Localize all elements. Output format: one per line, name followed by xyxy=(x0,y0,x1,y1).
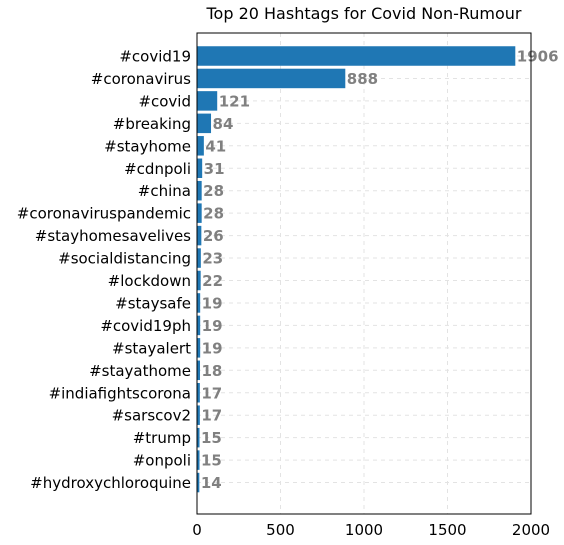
bars xyxy=(197,46,516,493)
chart-title: Top 20 Hashtags for Covid Non-Rumour xyxy=(205,4,521,23)
bar xyxy=(197,472,200,493)
y-tick-label: #hydroxychloroquine xyxy=(30,474,191,492)
x-tick-label: 500 xyxy=(266,521,295,539)
value-label: 888 xyxy=(347,70,378,88)
y-tick-label: #cdnpoli xyxy=(124,160,191,178)
y-tick-label: #stayhomesavelives xyxy=(35,227,191,245)
plot-frame xyxy=(196,32,532,515)
y-tick-label: #coronavirus xyxy=(91,70,191,88)
value-label: 19 xyxy=(202,317,223,335)
bar xyxy=(197,46,516,66)
y-tick-label: #coronaviruspandemic xyxy=(17,205,191,223)
value-label: 19 xyxy=(202,294,223,312)
bar xyxy=(197,427,200,448)
bar xyxy=(197,293,201,313)
bar xyxy=(197,136,204,156)
value-label: 19 xyxy=(202,339,223,357)
value-label: 31 xyxy=(204,160,225,178)
bar xyxy=(197,315,201,336)
value-label: 17 xyxy=(201,407,222,425)
y-tick-label: #covid xyxy=(138,92,191,110)
bar xyxy=(197,113,212,134)
bar xyxy=(197,360,201,381)
value-label: 28 xyxy=(203,182,224,200)
value-label: 84 xyxy=(213,115,234,133)
value-label: 28 xyxy=(203,205,224,223)
x-tick-label: 2000 xyxy=(512,521,550,539)
y-tick-label: #indiafightscorona xyxy=(49,384,191,402)
y-tick-label: #stayhome xyxy=(104,137,191,155)
value-label: 22 xyxy=(202,272,223,290)
x-tick-label: 1000 xyxy=(345,521,383,539)
y-tick-label: #covid19ph xyxy=(100,317,191,335)
bar xyxy=(197,158,203,178)
bar xyxy=(197,450,200,470)
value-label: 18 xyxy=(202,362,223,380)
value-label: 121 xyxy=(219,92,250,110)
bar xyxy=(197,225,202,246)
bar xyxy=(197,91,218,111)
y-tick-label: #socialdistancing xyxy=(58,250,191,268)
y-tick-label: #lockdown xyxy=(108,272,191,290)
y-tick-label: #breaking xyxy=(113,115,191,133)
x-tick-label: 0 xyxy=(192,521,202,539)
value-label: 14 xyxy=(201,474,222,492)
y-tick-label: #staysafe xyxy=(115,294,191,312)
bar xyxy=(197,405,200,425)
y-tick-label: #sarscov2 xyxy=(112,407,191,425)
bar xyxy=(197,203,202,223)
bar xyxy=(197,270,201,291)
bar xyxy=(197,68,346,89)
y-tick-label: #stayathome xyxy=(89,362,191,380)
data-labels: 1906 888 121 84 41 31 28 28 26 23 22 19 19 19 18 17 17 15… xyxy=(201,48,559,493)
value-label: 17 xyxy=(201,384,222,402)
y-tick-label: #covid19 xyxy=(119,48,191,66)
bar xyxy=(197,383,200,403)
y-tick-label: #trump xyxy=(133,429,191,447)
value-label: 41 xyxy=(205,137,226,155)
bar xyxy=(197,248,201,268)
bar xyxy=(197,180,202,201)
y-tick-label: #onpoli xyxy=(133,452,191,470)
y-tick-labels: #covid19 #coronavirus #covid #breaking #stay… xyxy=(17,48,191,493)
x-tick-labels: 0 500 1000 1500 2000 xyxy=(192,521,550,539)
value-label: 15 xyxy=(201,452,222,470)
y-tick-label: #stayalert xyxy=(112,339,191,357)
value-label: 23 xyxy=(202,250,223,268)
bar xyxy=(197,338,201,358)
y-tick-label: #china xyxy=(138,182,191,200)
value-label: 15 xyxy=(201,429,222,447)
x-tick-label: 1500 xyxy=(428,521,466,539)
value-label: 26 xyxy=(203,227,224,245)
value-label: 1906 xyxy=(517,48,559,66)
